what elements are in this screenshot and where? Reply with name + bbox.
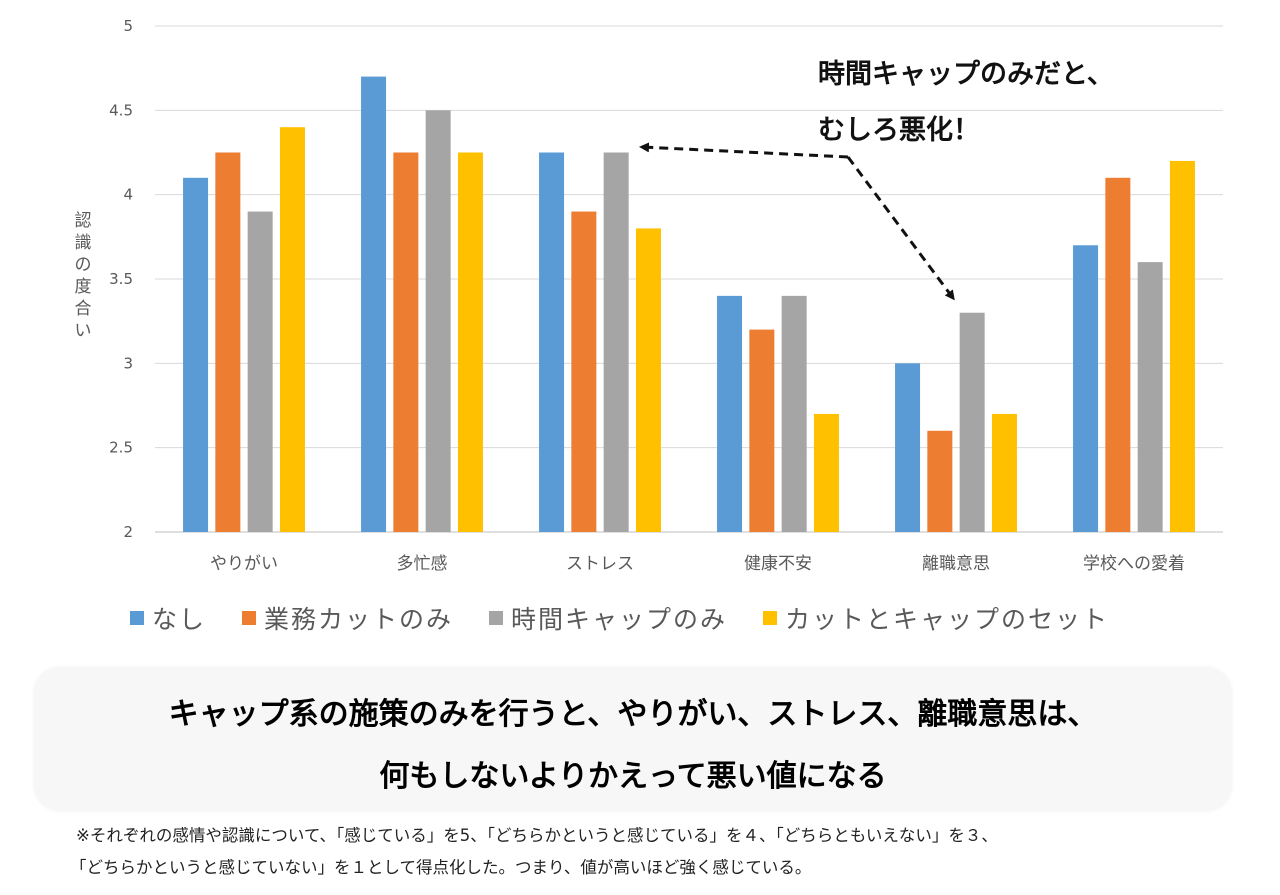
bar [571, 211, 597, 533]
legend-item: なし [130, 600, 206, 636]
summary-line-2: 何もしないよりかえって悪い値になる [379, 759, 887, 794]
bar [183, 177, 209, 533]
bar [361, 76, 387, 532]
bar [717, 295, 743, 532]
bar [927, 430, 953, 532]
y-axis-title: 認識の度合い [75, 211, 92, 341]
bar [991, 413, 1017, 532]
legend-item: カットとキャップのセット [763, 600, 1109, 636]
bar [749, 329, 775, 532]
bars [183, 76, 1195, 533]
y-tick-label: 2.5 [109, 439, 133, 457]
bar [959, 312, 985, 532]
bar [425, 110, 451, 532]
bar [813, 413, 839, 532]
annotation-arrow-right [846, 156, 955, 301]
legend-swatch [130, 611, 144, 625]
x-category-label: ストレス [566, 554, 634, 574]
legend-item: 時間キャップのみ [489, 600, 727, 636]
bar [781, 295, 807, 532]
legend: なし 業務カットのみ 時間キャップのみ カットとキャップのセット [130, 600, 1109, 636]
bar [1073, 245, 1099, 532]
x-category-label: 離職意思 [922, 554, 990, 574]
bar-chart: 22.533.544.55 やりがい 多忙感 ストレス 健康不安 離職意思 学校への愛着 … [75, 17, 1223, 574]
bar [1105, 177, 1131, 533]
bar [247, 211, 273, 533]
y-tick-label: 3.5 [109, 270, 133, 288]
x-category-label: 多忙感 [397, 554, 448, 574]
legend-swatch [242, 611, 257, 625]
legend-swatch [489, 611, 504, 625]
y-axis-label: 認識の度合い [75, 211, 92, 341]
footnote-line-1: ※それぞれの感情や認識について、「感じている」を5、「どちらかというと感じている… [76, 826, 998, 845]
legend-label: なし [152, 605, 207, 634]
annotation-line-2: むしろ悪化！ [818, 115, 980, 146]
x-axis-categories: やりがい 多忙感 ストレス 健康不安 離職意思 学校への愛着 [210, 554, 1185, 574]
legend-label: カットとキャップのセット [785, 605, 1110, 634]
y-tick-label: 4 [123, 186, 133, 204]
y-tick-label: 2 [123, 523, 133, 541]
legend-item: 業務カットのみ [242, 600, 453, 636]
x-category-label: やりがい [210, 554, 278, 574]
annotation-line-1: 時間キャップのみだと、 [818, 59, 1114, 90]
bar [1137, 262, 1163, 532]
bar [539, 152, 565, 532]
bar [603, 152, 629, 532]
legend-swatch [763, 611, 778, 625]
legend-label: 業務カットのみ [264, 605, 454, 634]
bar [279, 127, 305, 532]
bar [895, 363, 921, 532]
x-category-label: 学校への愛着 [1083, 554, 1185, 574]
y-axis-ticks: 2 2.5 3 3.5 4 4.5 5 [109, 17, 133, 541]
gridlines [155, 25, 1223, 533]
bar [393, 152, 419, 532]
footnote-line-2: 「どちらかというと感じていない」を１として得点化した。つまり、値が高いほど強く感… [70, 858, 812, 877]
bar [1169, 160, 1195, 532]
summary-line-1: キャップ系の施策のみを行うと、やりがい、ストレス、離職意思は、 [168, 697, 1098, 732]
legend-label: 時間キャップのみ [511, 605, 728, 634]
y-tick-label: 3 [123, 354, 133, 372]
y-tick-label: 5 [123, 17, 133, 35]
bar [215, 152, 241, 532]
summary-box: キャップ系の施策のみを行うと、やりがい、ストレス、離職意思は、 何もしないよりか… [34, 667, 1232, 811]
bar [635, 228, 661, 532]
bar [457, 152, 483, 532]
y-tick-label: 4.5 [109, 101, 133, 119]
annotation: 時間キャップのみだと、 むしろ悪化！ [639, 59, 1114, 301]
annotation-arrow-left [639, 142, 849, 159]
x-category-label: 健康不安 [744, 554, 812, 574]
